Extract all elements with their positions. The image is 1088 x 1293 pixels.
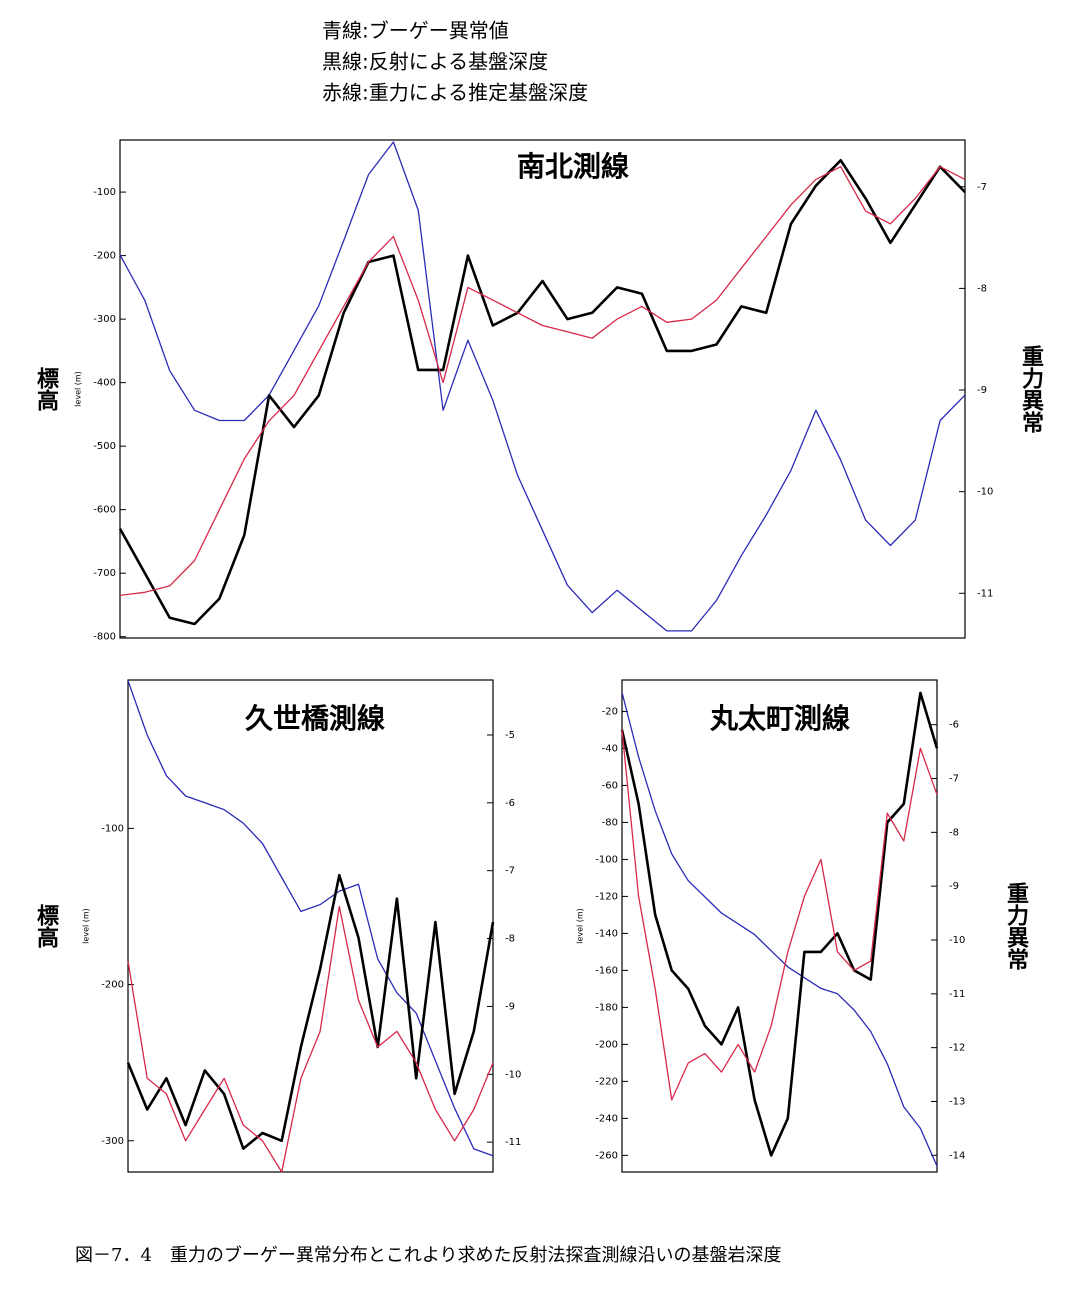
y2-tick-label: -11 (505, 1137, 521, 1148)
y-axis-label: level (m) (82, 908, 91, 944)
y-tick-label: -240 (595, 1113, 618, 1124)
y2-tick-label: -6 (505, 798, 515, 809)
legend-entry: 赤線:重力による推定基盤深度 (322, 81, 588, 105)
y2-tick-label: -7 (977, 182, 987, 193)
y-tick-label: -700 (93, 568, 116, 579)
data-line (620, 691, 939, 1157)
y-tick-label: -40 (602, 743, 618, 754)
chart-title: 南北測線 (517, 150, 629, 183)
y2-axis-title: 重力異常 (1003, 882, 1029, 970)
y-axis-label: level (m) (74, 371, 83, 407)
y-tick-label: -800 (93, 632, 116, 643)
y-tick-label: -220 (595, 1076, 618, 1087)
y-tick-label: -100 (595, 854, 618, 865)
y2-tick-label: -10 (977, 487, 993, 498)
y2-tick-label: -9 (505, 1001, 515, 1012)
y-axis-title: 標高 (33, 904, 59, 948)
y2-tick-label: -6 (949, 720, 959, 731)
y2-tick-label: -9 (977, 385, 987, 396)
y2-tick-label: -7 (505, 866, 515, 877)
y-tick-label: -20 (602, 706, 618, 717)
chart-title: 久世橋測線 (245, 702, 385, 735)
y-tick-label: -100 (101, 823, 124, 834)
y-tick-label: -300 (101, 1136, 124, 1147)
y-tick-label: -180 (595, 1002, 618, 1013)
y2-tick-label: -13 (949, 1096, 965, 1107)
y-tick-label: -160 (595, 965, 618, 976)
caption: 図－7．4 重力のブーゲー異常分布とこれより求めた反射法探査測線沿いの基盤岩深度 (75, 1244, 782, 1266)
data-line (127, 680, 494, 1157)
y-tick-label: -600 (93, 505, 116, 516)
plot-frame (119, 139, 966, 639)
y2-tick-label: -7 (949, 774, 959, 785)
y-tick-label: -500 (93, 441, 116, 452)
plot-frame (621, 679, 938, 1173)
plot-frame (127, 679, 494, 1173)
legend-entry: 青線:ブーゲー異常値 (322, 19, 509, 43)
data-line (119, 141, 966, 632)
y2-tick-label: -12 (949, 1043, 965, 1054)
y-axis-label: level (m) (576, 908, 585, 944)
y2-tick-label: -9 (949, 881, 959, 892)
data-line (119, 166, 966, 597)
legend-entry: 黒線:反射による基盤深度 (322, 50, 548, 74)
data-line (127, 905, 494, 1173)
y-tick-label: -400 (93, 378, 116, 389)
chart-title: 丸太町測線 (709, 702, 850, 735)
y2-tick-label: -10 (949, 935, 965, 946)
y-tick-label: -200 (595, 1039, 618, 1050)
data-line (126, 873, 495, 1150)
y-tick-label: -260 (595, 1150, 618, 1161)
data-line (118, 159, 966, 626)
y-tick-label: -80 (602, 817, 618, 828)
y-tick-label: -140 (595, 928, 618, 939)
y2-tick-label: -11 (977, 588, 993, 599)
y2-axis-title: 重力異常 (1018, 345, 1044, 433)
y-axis-title: 標高 (33, 367, 59, 411)
y-tick-label: -60 (602, 780, 618, 791)
data-line (621, 729, 938, 1101)
y-tick-label: -200 (101, 980, 124, 991)
y2-tick-label: -5 (505, 730, 515, 741)
y2-tick-label: -10 (505, 1069, 521, 1080)
y-tick-label: -120 (595, 891, 618, 902)
y2-tick-label: -8 (949, 827, 959, 838)
y-tick-label: -300 (93, 314, 116, 325)
y-tick-label: -200 (93, 251, 116, 262)
data-line (621, 692, 938, 1167)
y2-tick-label: -14 (949, 1150, 965, 1161)
y-tick-label: -100 (93, 187, 116, 198)
y2-tick-label: -8 (977, 283, 987, 294)
y2-tick-label: -11 (949, 989, 965, 1000)
y2-tick-label: -8 (505, 934, 515, 945)
